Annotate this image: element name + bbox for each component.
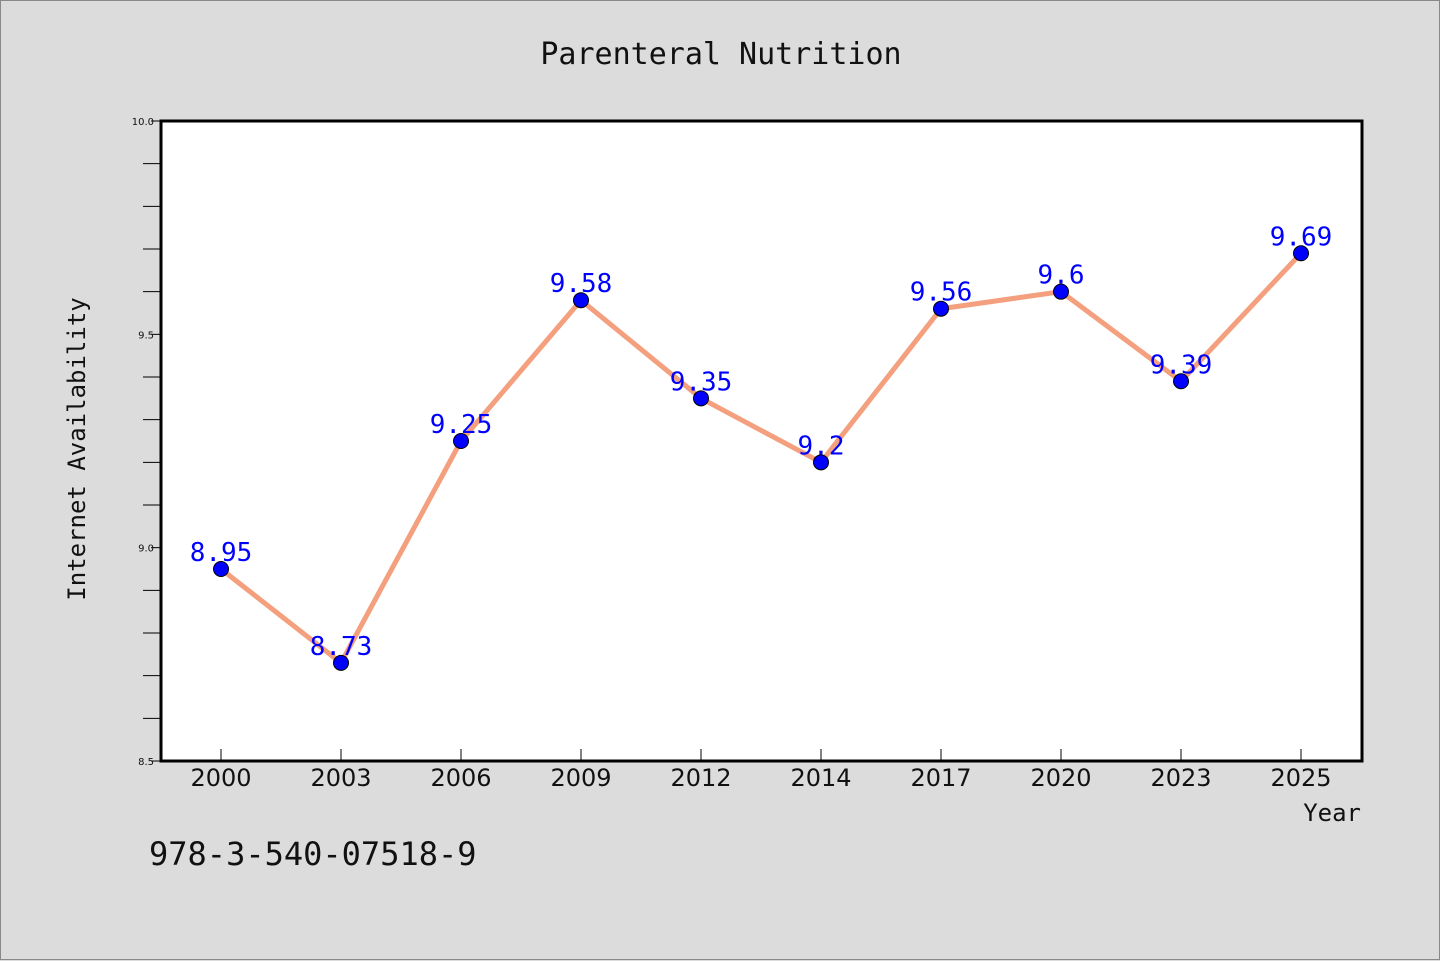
x-tick-label: 2006 xyxy=(430,764,491,792)
data-point xyxy=(333,654,349,671)
data-label: 9.69 xyxy=(1270,222,1333,252)
data-label: 9.35 xyxy=(670,367,733,397)
x-tick-label: 2009 xyxy=(550,764,611,792)
data-label: 9.2 xyxy=(798,431,845,461)
y-axis-ticks: 8.5 9.0 9.5 10.0 xyxy=(132,117,161,768)
data-point xyxy=(213,561,229,577)
y-tick-label: 9.5 xyxy=(138,330,154,341)
x-axis-label: Year xyxy=(1303,799,1361,827)
data-point xyxy=(693,390,709,407)
series-group: 8.95 8.73 9.25 9.58 9.35 9.2 9.56 9.6 9.39 9.69 xyxy=(190,222,1333,671)
data-point xyxy=(813,454,829,471)
data-label: 9.6 xyxy=(1038,261,1085,291)
x-tick-label: 2014 xyxy=(790,764,851,792)
x-tick-label: 2017 xyxy=(910,764,971,792)
isbn-annotation: 978-3-540-07518-9 xyxy=(149,835,477,873)
x-tick-label: 2023 xyxy=(1150,764,1211,792)
data-label: 8.73 xyxy=(310,632,373,662)
data-point xyxy=(453,433,469,449)
plot-area xyxy=(159,119,1364,763)
data-point xyxy=(933,300,949,317)
x-tick-label: 2003 xyxy=(310,764,371,792)
data-label: 9.56 xyxy=(910,278,973,308)
y-tick-label: 8.5 xyxy=(138,757,154,768)
y-axis-label: Internet Availability xyxy=(63,297,91,600)
x-axis-ticks: 2000 2003 2006 2009 2012 2014 2017 2020 2023 2025 xyxy=(190,749,1332,792)
series-line xyxy=(218,250,1304,666)
data-point xyxy=(1053,283,1069,300)
data-label: 8.95 xyxy=(190,538,253,568)
data-label: 9.25 xyxy=(430,410,493,440)
x-tick-label: 2020 xyxy=(1030,764,1091,792)
x-tick-label: 2025 xyxy=(1270,764,1331,792)
data-label: 9.39 xyxy=(1150,350,1213,380)
x-tick-label: 2000 xyxy=(190,764,251,792)
y-tick-label: 10.0 xyxy=(132,117,154,128)
data-point xyxy=(573,292,589,309)
data-point xyxy=(1293,245,1309,262)
data-label: 9.58 xyxy=(550,269,613,299)
chart-title: Parenteral Nutrition xyxy=(540,37,901,72)
y-tick-label: 9.0 xyxy=(138,544,154,555)
data-point xyxy=(1173,373,1189,390)
x-tick-label: 2012 xyxy=(670,764,731,792)
